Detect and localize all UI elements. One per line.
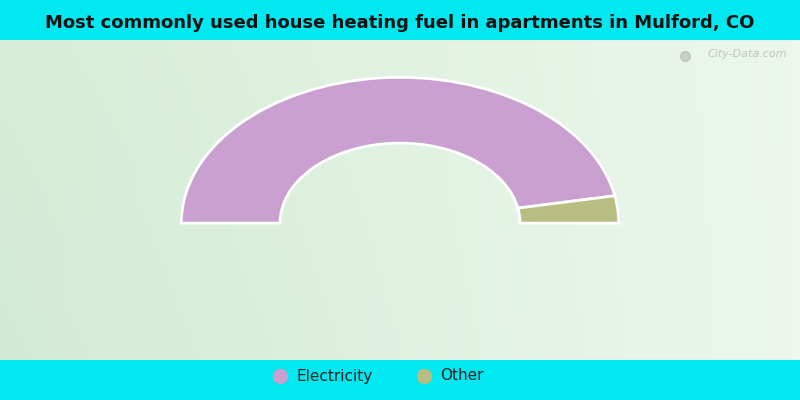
Text: Electricity: Electricity [296, 368, 372, 384]
Text: City-Data.com: City-Data.com [707, 49, 786, 59]
Text: Other: Other [440, 368, 483, 384]
Wedge shape [518, 196, 618, 223]
Text: Most commonly used house heating fuel in apartments in Mulford, CO: Most commonly used house heating fuel in… [46, 14, 754, 32]
Wedge shape [182, 77, 614, 223]
